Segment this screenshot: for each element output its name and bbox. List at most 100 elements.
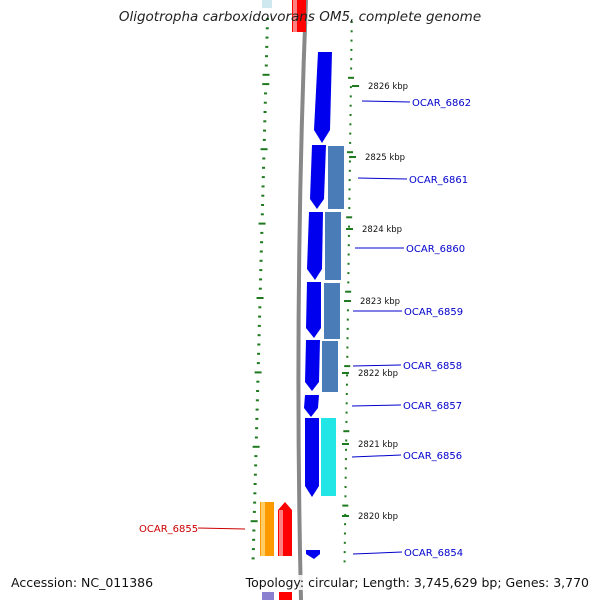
gc-skew-dash [261, 204, 265, 206]
gc-skew-dash [348, 179, 351, 182]
gc-skew-dash [259, 259, 263, 262]
gc-skew-dash [347, 262, 350, 265]
red-gene-highlight [279, 510, 283, 556]
gc-skew-dash [261, 194, 265, 197]
cds-track-reverse [260, 502, 292, 600]
gc-skew-dash [343, 551, 346, 554]
gene-label-ocar-6856[interactable]: OCAR_6856 [403, 451, 462, 462]
gc-skew-dash [255, 427, 259, 430]
gc-skew-dash [257, 343, 261, 346]
gc-skew-dash [345, 420, 348, 423]
gc-skew-dash [258, 306, 262, 309]
gc-skew-dash [349, 86, 352, 89]
gc-skew-dash [252, 510, 256, 513]
feature-track-outer [321, 146, 344, 496]
gc-skew-dash [265, 55, 269, 58]
gc-skew-dash [252, 529, 256, 532]
gc-skew-dash [256, 380, 260, 383]
scale-tick-label: 2825 kbp [365, 153, 405, 163]
gc-skew-dash [265, 45, 269, 48]
gene-label-ocar-6858[interactable]: OCAR_6858 [403, 361, 462, 372]
gc-skew-dash [345, 439, 348, 442]
gc-skew-dash [254, 436, 258, 439]
gc-skew-dash [263, 129, 267, 132]
gc-skew-dash [258, 287, 262, 290]
gc-skew-dash [344, 513, 347, 516]
gc-skew-dash [253, 492, 257, 495]
gc-skew-dash [342, 504, 349, 507]
gc-skew-dash [345, 393, 348, 395]
operon-block-4 [322, 341, 338, 392]
gc-skew-dash [349, 95, 352, 98]
gene-label-ocar-6859[interactable]: OCAR_6859 [404, 307, 463, 318]
gc-skew-dash [262, 83, 270, 86]
cds-track-forward [304, 52, 332, 559]
operon-block-3 [324, 283, 340, 339]
gc-skew-dash [348, 225, 351, 228]
gene-label-ocar-6855[interactable]: OCAR_6855 [139, 524, 198, 535]
gc-skew-dash [344, 467, 347, 470]
top-feature-white-cap [262, 0, 272, 8]
cds-ocar-6858 [305, 340, 320, 391]
gene-leader-line [352, 364, 402, 367]
gc-skew-dash [347, 151, 354, 154]
gc-skew-dash [253, 473, 257, 476]
cds-ocar-6856 [305, 418, 319, 497]
gc-skew-dash [349, 123, 352, 126]
gc-skew-dash [256, 297, 264, 299]
gene-leader-line [361, 100, 411, 103]
map-title: Oligotropha carboxidovorans OM5, complet… [118, 9, 482, 25]
gene-leader-line [351, 454, 402, 458]
gc-skew-dash [265, 27, 269, 30]
gene-leader-line [352, 551, 403, 555]
gc-skew-dash [347, 234, 350, 237]
gene-label-ocar-6862[interactable]: OCAR_6862 [412, 98, 471, 109]
gc-skew-dash [349, 114, 352, 116]
gc-skew-dash [254, 464, 258, 467]
gc-skew-dash [262, 166, 266, 169]
gc-skew-dash [347, 272, 350, 275]
gc-skew-dash [258, 315, 262, 318]
gc-skew-dash [350, 39, 353, 42]
gc-skew-dash [350, 67, 353, 70]
gene-label-ocar-6854[interactable]: OCAR_6854 [404, 548, 463, 559]
gc-skew-dash [253, 483, 257, 485]
gene-label-ocar-6861[interactable]: OCAR_6861 [409, 175, 468, 186]
gc-skew-dash [346, 309, 349, 312]
gc-skew-dash [251, 548, 255, 551]
gc-skew-dash [259, 269, 263, 272]
scale-ticks: 2826 kbp 2825 kbp 2824 kbp 2823 kbp 2822 kbp… [342, 82, 408, 522]
gc-skew-dash [259, 250, 263, 253]
gc-skew-dash [343, 532, 346, 535]
gc-skew-dash [347, 281, 350, 284]
gc-skew-dash [344, 476, 347, 479]
genome-stats-text: Topology: circular; Length: 3,745,629 bp… [243, 575, 591, 590]
scale-tick-label: 2821 kbp [358, 440, 398, 450]
gc-skew-dash [346, 327, 349, 330]
gc-skew-dash [346, 346, 349, 349]
gc-skew-dash [346, 374, 349, 377]
gc-skew-dash [346, 355, 349, 358]
gc-skew-dash [253, 501, 257, 504]
scale-tick-label: 2822 kbp [358, 369, 398, 379]
gc-skew-dash [343, 430, 350, 433]
gc-skew-dash [349, 132, 352, 135]
gc-skew-dash [257, 324, 261, 327]
operon-block-1 [328, 146, 344, 209]
gc-skew-dash [263, 120, 267, 123]
gc-skew-dash [350, 58, 353, 61]
accession-text: Accession: NC_011386 [9, 575, 156, 590]
gene-label-ocar-6857[interactable]: OCAR_6857 [403, 401, 462, 412]
scale-tick-label: 2826 kbp [368, 82, 408, 92]
gene-label-ocar-6860[interactable]: OCAR_6860 [406, 244, 465, 255]
gc-skew-dash [256, 390, 260, 392]
gc-skew-dash [251, 557, 255, 560]
gc-skew-dash [349, 141, 352, 144]
scale-tick-label: 2823 kbp [360, 297, 400, 307]
gc-skew-dash [348, 207, 351, 209]
gc-skew-dash [345, 411, 348, 414]
cds-ocar-6860 [307, 212, 323, 280]
gc-skew-dash [259, 278, 263, 281]
gc-skew-dash [346, 216, 353, 219]
